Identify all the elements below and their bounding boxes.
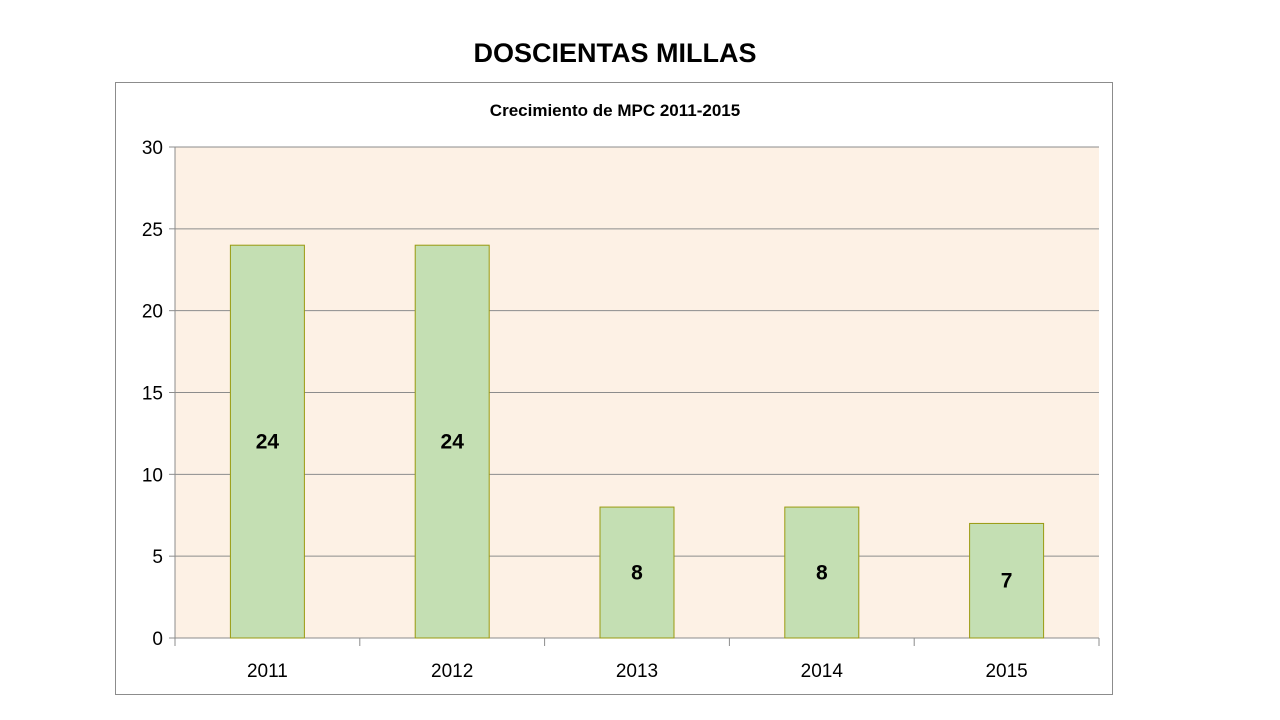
data-label: 8 xyxy=(816,562,828,585)
y-tick-label: 30 xyxy=(142,138,163,159)
bar-2012 xyxy=(414,244,490,639)
x-tick-label: 2011 xyxy=(247,661,288,682)
x-axis: 2011 2012 2013 2014 2015 xyxy=(174,637,1100,682)
bar-2014 xyxy=(784,506,860,639)
data-label: 8 xyxy=(631,562,643,585)
x-tick-label: 2013 xyxy=(616,661,658,682)
x-tick-label: 2014 xyxy=(801,661,844,682)
y-tick-label: 0 xyxy=(152,629,163,650)
data-label: 24 xyxy=(256,431,280,454)
bar-chart: Crecimiento de MPC 2011-2015 0 5 10 15 20 25 3… xyxy=(142,101,1100,682)
data-labels: 24 24 8 8 7 xyxy=(256,431,1013,593)
data-label: 24 xyxy=(441,431,465,454)
bar-2013 xyxy=(599,506,675,639)
bar-2011 xyxy=(229,244,305,639)
x-tick-label: 2015 xyxy=(985,661,1027,682)
y-tick-label: 10 xyxy=(142,465,163,486)
data-label: 7 xyxy=(1001,570,1013,593)
gridlines xyxy=(175,146,1099,557)
x-tick-label: 2012 xyxy=(431,661,473,682)
chart-title: Crecimiento de MPC 2011-2015 xyxy=(490,101,740,120)
bar-2015 xyxy=(969,522,1045,639)
y-axis: 0 5 10 15 20 25 30 xyxy=(142,138,176,650)
bars xyxy=(229,244,1045,639)
slide-title: DOSCIENTAS MILLAS xyxy=(473,38,757,68)
y-tick-label: 15 xyxy=(142,384,163,405)
chart-frame: Crecimiento de MPC 2011-2015 0 5 10 15 20 25 3… xyxy=(115,82,1113,695)
y-tick-label: 5 xyxy=(152,547,163,568)
y-tick-label: 20 xyxy=(142,302,163,323)
y-tick-label: 25 xyxy=(142,220,163,241)
